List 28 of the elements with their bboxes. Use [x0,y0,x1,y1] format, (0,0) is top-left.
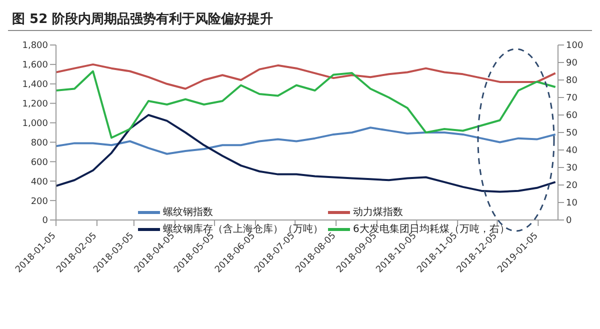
y-tick-label: 1,800 [22,41,48,52]
line-series [56,114,556,193]
y2-tick-label: 100 [566,41,584,52]
y-tick-label: 1,600 [22,60,48,71]
y2-tick-label: 20 [566,181,578,192]
y-tick-label: 1,400 [22,80,48,90]
y-tick-label: 600 [30,158,48,168]
y-tick-label: 200 [30,196,48,207]
y2-tick-label: 40 [566,146,578,156]
y-tick-label: 0 [42,216,48,226]
y2-tick-label: 0 [566,216,572,226]
line-series [56,63,556,90]
y2-tick-label: 50 [566,128,578,139]
line-series [56,70,556,139]
y2-tick-label: 30 [566,164,578,174]
legend-label: 螺纹钢指数 [163,206,213,219]
y2-tick-label: 60 [566,111,578,122]
y-tick-label: 1,000 [22,118,48,129]
y-tick-label: 400 [30,177,48,188]
y2-tick-label: 10 [566,198,578,209]
legend-label: 动力煤指数 [353,206,403,219]
chart-title: 图 52 阶段内周期品强势有利于风险偏好提升 [8,8,592,31]
y2-tick-label: 80 [566,76,578,86]
line-series [56,126,556,155]
y-tick-label: 1,200 [22,100,48,110]
y2-tick-label: 90 [566,58,578,69]
y-tick-label: 800 [30,138,48,148]
y2-tick-label: 70 [566,94,578,104]
